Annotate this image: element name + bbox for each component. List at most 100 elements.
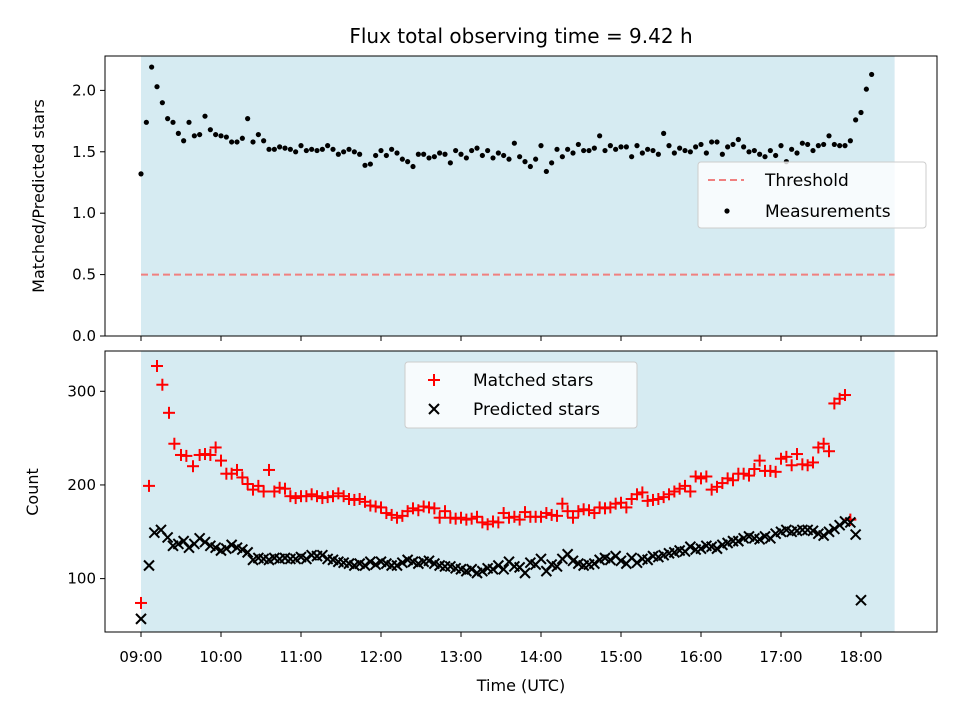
measurement-point [837,143,843,149]
measurements-legend-label: Measurements [765,202,891,222]
measurement-point [245,116,251,122]
matched-point [284,490,297,503]
predicted-point [465,563,478,575]
matched-point [263,463,275,476]
measurement-point [415,151,421,157]
measurement-point [330,146,336,152]
matched-point [567,511,579,524]
measurement-point [367,161,373,167]
measurement-point [442,151,448,157]
bottom-y-tick-label: 100 [67,570,96,588]
top-y-tick-label: 0.0 [72,327,96,345]
predicted-point [823,526,835,538]
measurement-point [687,149,693,155]
matched-point [823,445,835,458]
measurement-point [613,146,619,152]
predicted-point [183,541,195,554]
matched-point [353,492,366,505]
top-y-tick-label: 1.5 [72,143,96,161]
measurement-point [293,149,299,155]
measurement-point [661,130,667,136]
measurements-legend-swatch [724,208,730,214]
predicted-stars-series [135,515,867,625]
measurement-point [533,156,539,162]
matched-point [513,513,526,526]
matched-point [465,512,478,525]
predicted-point [220,542,233,555]
matched-point [695,472,707,485]
matched-point [636,486,649,499]
top-y-tick-label: 2.0 [72,81,96,99]
measurement-point [677,145,683,151]
matched-point [769,465,782,478]
measurement-point [565,146,571,152]
matched-point [817,437,830,450]
measurement-point [453,147,459,154]
predicted-point [364,556,377,568]
predicted-point [615,555,627,567]
predicted-point [369,558,382,571]
measurement-point [869,71,875,78]
predicted-point [604,554,617,566]
measurement-point [682,147,688,154]
predicted-point [359,559,371,572]
measurement-point [655,151,661,157]
bottom-y-axis-label: Count [23,468,42,516]
x-axis-label: Time (UTC) [476,676,565,695]
measurement-point [255,131,261,138]
matched-point [236,471,249,484]
measurement-point [314,147,320,154]
measurement-point [517,154,523,160]
measurement-point [229,139,235,145]
matched-point [721,472,734,485]
measurement-point [709,139,715,145]
measurement-point [810,147,816,154]
measurement-point [559,154,565,160]
measurement-point [186,119,192,125]
predicted-point [551,560,563,573]
measurement-point [671,150,677,156]
measurement-point [522,159,528,165]
matched-point [401,505,414,518]
measurement-point [826,133,832,139]
measurement-point [165,116,171,122]
measurement-point [282,145,288,151]
measurement-point [447,160,453,166]
measurement-point [575,141,581,148]
measurement-point [303,147,309,154]
matched-point [163,406,175,419]
predicted-point [236,543,249,556]
measurement-point [629,154,635,160]
bottom-x-tick-label: 13:00 [439,648,482,666]
predicted-point [143,559,155,572]
measurement-point [191,133,197,139]
predicted-point [535,553,547,565]
measurement-point [149,64,155,70]
matched-point [689,470,702,483]
matched-point [839,389,851,402]
measurement-point [405,159,411,165]
measurement-point [394,150,400,156]
measurement-point [469,147,475,154]
measurement-point [511,140,517,146]
measurement-point [757,151,763,157]
measurement-point [479,152,485,159]
top-x-ticks [140,336,862,341]
predicted-point [148,527,161,539]
measurement-point [421,151,427,157]
matched-point [572,505,585,518]
matched-point [241,478,254,491]
matched-point [561,505,574,518]
measurement-point [277,144,283,150]
bottom-x-tick-label: 12:00 [359,648,402,666]
bottom-x-tick-label: 15:00 [599,648,642,666]
matched-point [737,467,750,480]
measurement-point [309,146,315,152]
bottom-panel: 100 200 300 09:00 10:00 11:00 12:00 13:00 14:00… [23,350,938,695]
matched-point [289,492,302,505]
matched-point [135,596,147,609]
matched-point [168,437,181,450]
measurement-point [719,151,725,157]
measurement-point [287,146,293,152]
measurement-point [794,150,800,156]
